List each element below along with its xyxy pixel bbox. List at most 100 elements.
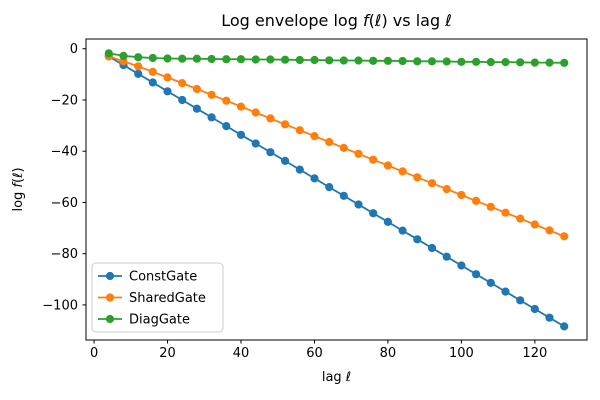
data-point (236, 55, 246, 64)
data-point (486, 278, 495, 287)
data-point (442, 185, 451, 194)
data-point (192, 54, 201, 63)
x-axis: 0 20 40 60 80 100 120 (90, 340, 547, 361)
x-tick-label: 80 (380, 346, 397, 361)
data-point (369, 155, 378, 164)
y-tick-label: −60 (51, 196, 78, 211)
data-point (178, 54, 187, 63)
data-point (339, 56, 348, 65)
data-point (163, 87, 172, 96)
data-point (427, 243, 437, 253)
data-point (427, 179, 437, 188)
data-point (545, 58, 554, 67)
data-point (413, 173, 422, 182)
data-point (148, 53, 157, 63)
data-point (472, 57, 481, 66)
data-point (207, 113, 216, 122)
data-point (104, 49, 113, 58)
data-point (178, 95, 187, 105)
series-DiagGate (104, 49, 569, 67)
data-point (266, 148, 275, 157)
x-tick-label: 20 (159, 346, 176, 361)
data-point (427, 57, 437, 66)
legend-label: SharedGate (129, 291, 206, 306)
data-point (134, 53, 143, 62)
data-point (530, 304, 539, 314)
data-point (148, 78, 157, 87)
x-tick-label: 120 (522, 346, 547, 361)
legend-entry-SharedGate: SharedGate (98, 291, 206, 306)
legend-box (91, 262, 224, 333)
data-point (192, 84, 201, 94)
data-point (207, 54, 216, 64)
data-point (281, 156, 290, 165)
data-point (501, 287, 510, 296)
data-point (295, 55, 304, 65)
data-point (192, 104, 201, 113)
data-point (222, 122, 231, 131)
data-point (560, 232, 569, 241)
data-point (236, 102, 246, 111)
data-point (222, 55, 231, 64)
data-point (325, 137, 334, 147)
data-point (457, 57, 466, 66)
series-group (104, 49, 569, 331)
data-point (325, 183, 334, 192)
data-point (369, 56, 378, 65)
data-point (134, 62, 143, 71)
data-point (354, 56, 363, 65)
chart-title: Log envelope log f(ℓ) vs lag ℓ (221, 11, 452, 30)
legend: ConstGate SharedGate DiagGate (91, 262, 224, 333)
data-point (295, 165, 304, 174)
legend-entry-ConstGate: ConstGate (98, 270, 197, 285)
data-point (501, 208, 510, 217)
data-point (325, 56, 334, 65)
data-point (207, 90, 216, 99)
data-point (369, 209, 378, 218)
data-point (251, 55, 260, 64)
data-point (457, 261, 466, 270)
data-point (354, 200, 363, 209)
x-tick-label: 60 (306, 346, 323, 361)
data-point (516, 296, 525, 305)
y-tick-label: −80 (51, 247, 78, 262)
data-point (516, 214, 525, 223)
data-point (163, 73, 172, 82)
data-point (545, 313, 554, 322)
data-point (295, 126, 304, 135)
data-point (486, 58, 495, 67)
data-point (236, 130, 246, 139)
y-axis-label: log f(ℓ) (11, 167, 26, 211)
data-point (530, 220, 539, 229)
series-SharedGate (104, 52, 569, 241)
data-point (310, 174, 319, 183)
axes-spines (85, 38, 588, 341)
data-point (472, 270, 481, 279)
data-point (383, 161, 392, 170)
data-point (472, 196, 481, 205)
data-point (310, 55, 319, 65)
data-point (119, 51, 128, 61)
legend-marker (105, 271, 115, 281)
data-point (398, 226, 407, 235)
legend-label: ConstGate (129, 270, 197, 285)
legend-marker (105, 293, 115, 302)
data-point (266, 114, 275, 123)
data-point (310, 132, 319, 141)
data-point (383, 217, 392, 226)
data-point (545, 226, 554, 235)
y-tick-label: −100 (42, 298, 78, 313)
data-point (413, 57, 422, 66)
y-axis: 0 −20 −40 −60 −80 −100 (42, 42, 86, 313)
data-point (457, 190, 466, 200)
legend-marker (105, 314, 115, 324)
data-point (163, 54, 172, 63)
x-tick-label: 0 (90, 346, 98, 361)
data-point (266, 55, 275, 64)
data-point (178, 79, 187, 88)
data-point (383, 56, 392, 65)
data-point (281, 55, 290, 64)
x-tick-label: 40 (233, 346, 250, 361)
data-point (222, 96, 231, 105)
